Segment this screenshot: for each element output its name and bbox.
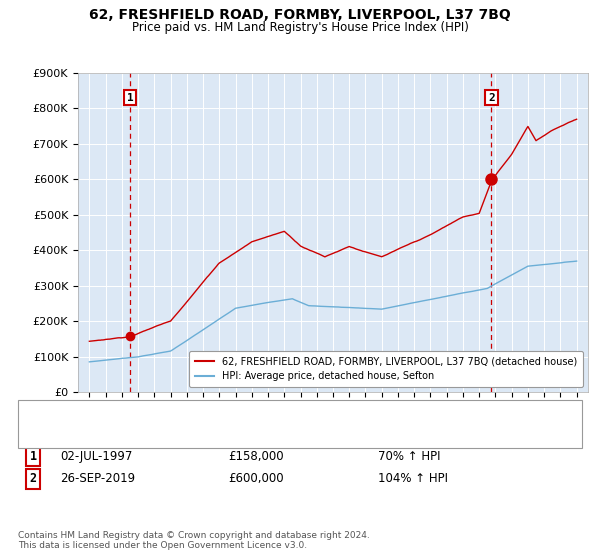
- Text: 62, FRESHFIELD ROAD, FORMBY, LIVERPOOL, L37 7BQ (detached house): 62, FRESHFIELD ROAD, FORMBY, LIVERPOOL, …: [48, 408, 424, 418]
- Text: £158,000: £158,000: [228, 450, 284, 463]
- Text: Contains HM Land Registry data © Crown copyright and database right 2024.
This d: Contains HM Land Registry data © Crown c…: [18, 530, 370, 550]
- Text: 2: 2: [29, 472, 37, 486]
- Text: £600,000: £600,000: [228, 472, 284, 486]
- Text: Price paid vs. HM Land Registry's House Price Index (HPI): Price paid vs. HM Land Registry's House …: [131, 21, 469, 34]
- Text: 2: 2: [488, 92, 495, 102]
- Text: 02-JUL-1997: 02-JUL-1997: [60, 450, 133, 463]
- Text: 62, FRESHFIELD ROAD, FORMBY, LIVERPOOL, L37 7BQ: 62, FRESHFIELD ROAD, FORMBY, LIVERPOOL, …: [89, 8, 511, 22]
- Text: 1: 1: [29, 450, 37, 463]
- Text: 70% ↑ HPI: 70% ↑ HPI: [378, 450, 440, 463]
- Legend: 62, FRESHFIELD ROAD, FORMBY, LIVERPOOL, L37 7BQ (detached house), HPI: Average p: 62, FRESHFIELD ROAD, FORMBY, LIVERPOOL, …: [189, 351, 583, 387]
- Text: 1: 1: [127, 92, 133, 102]
- Text: 26-SEP-2019: 26-SEP-2019: [60, 472, 135, 486]
- Text: HPI: Average price, detached house, Sefton: HPI: Average price, detached house, Seft…: [48, 428, 275, 438]
- Text: 104% ↑ HPI: 104% ↑ HPI: [378, 472, 448, 486]
